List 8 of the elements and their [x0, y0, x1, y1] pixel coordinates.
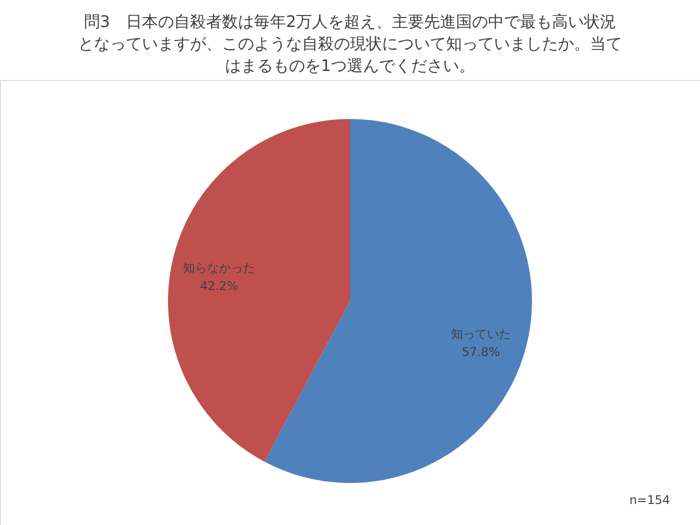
slice-label: 知っていた: [450, 326, 511, 341]
text: n=154: [629, 493, 670, 507]
pie-slice: [264, 119, 532, 483]
data-label: 57.8%: [462, 344, 500, 359]
chart-title: 問3 日本の自殺者数は毎年2万人を超え、主要先進国の中で最も高い状況となっていますが、このような自殺の現状について知っていましたか。当てはまるものを1つ選んでください。: [78, 12, 622, 75]
slice-label: 知らなかった: [183, 261, 256, 276]
pie-slice: [168, 119, 350, 462]
data-label: 42.2%: [200, 279, 238, 294]
